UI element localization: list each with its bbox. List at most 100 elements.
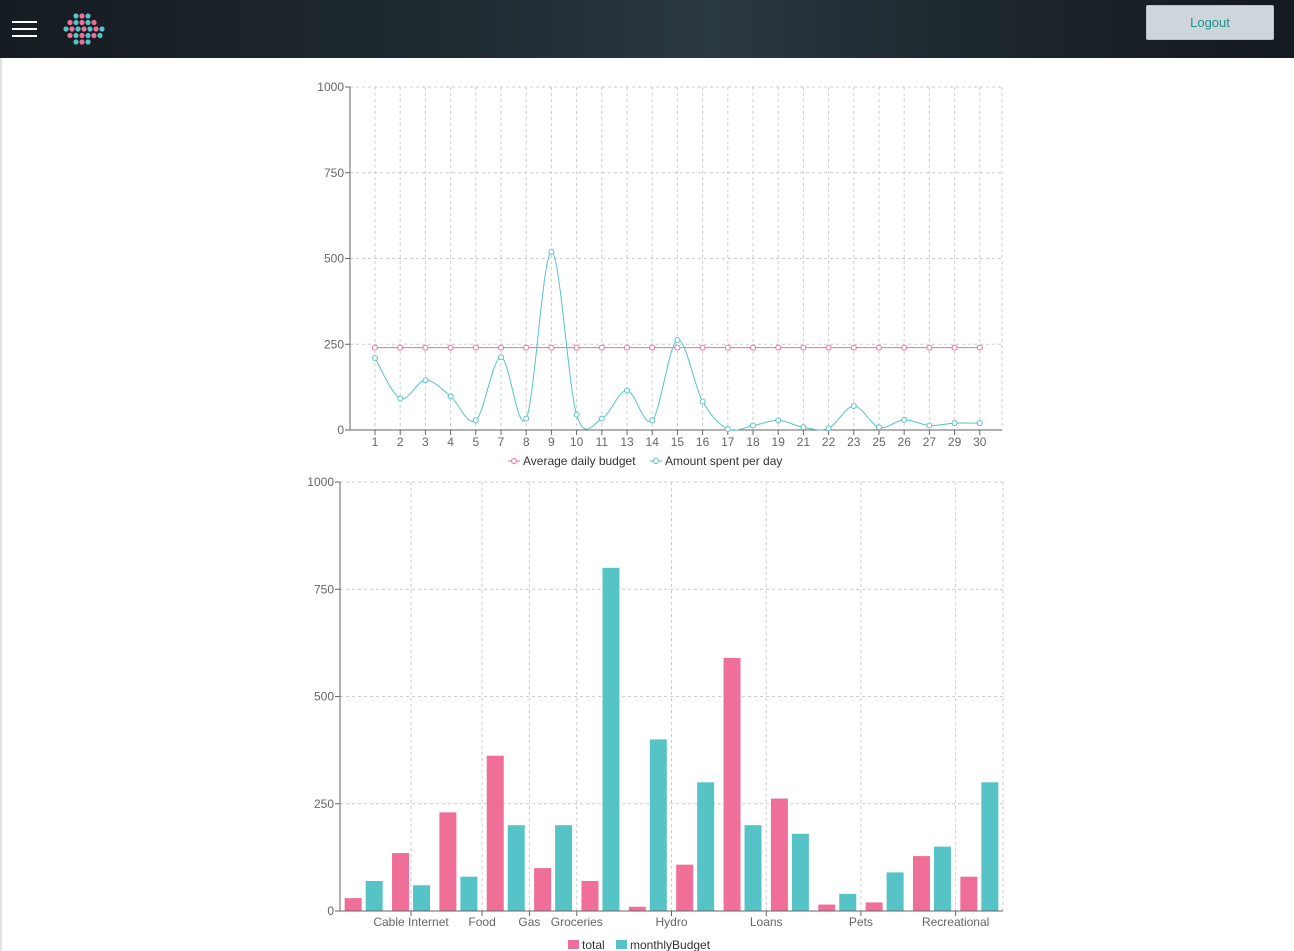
x-tick-label: 2 (397, 435, 404, 449)
data-point (447, 393, 454, 400)
legend-label: total (582, 938, 605, 951)
data-point (901, 344, 908, 351)
data-point (649, 417, 656, 424)
x-tick-label: 18 (746, 435, 760, 449)
y-tick-label: 500 (314, 690, 334, 704)
data-point (976, 420, 983, 427)
data-point (548, 248, 555, 255)
data-point (548, 344, 555, 351)
bar-total (344, 898, 362, 911)
x-tick-label: 25 (872, 435, 886, 449)
data-point (876, 344, 882, 351)
bar-total (534, 868, 552, 911)
data-point (598, 344, 605, 351)
bar-monthlyBudget (602, 567, 620, 911)
bar-total (723, 657, 741, 911)
bar-monthlyBudget (649, 739, 667, 911)
x-tick-label: Hydro (655, 915, 687, 929)
bar-total (770, 798, 788, 911)
data-point (850, 402, 857, 409)
x-tick-label: Food (468, 915, 495, 929)
x-tick-label: 16 (696, 435, 710, 449)
data-point (397, 395, 404, 402)
y-tick-label: 0 (337, 423, 344, 437)
x-tick-label: 19 (772, 435, 786, 449)
data-point (850, 344, 857, 351)
bar-monthlyBudget (933, 846, 951, 911)
x-tick-label: 8 (523, 435, 530, 449)
data-point (926, 344, 933, 351)
x-tick-label: 23 (847, 435, 861, 449)
x-tick-label: 7 (498, 435, 505, 449)
x-tick-label: 29 (948, 435, 962, 449)
data-point (876, 424, 882, 431)
x-tick-label: Pets (849, 915, 873, 929)
data-point (825, 425, 832, 432)
data-point (674, 337, 681, 344)
x-tick-label: 3 (422, 435, 429, 449)
bar-monthlyBudget (744, 825, 762, 911)
bar-total (818, 904, 836, 911)
data-point (649, 344, 656, 351)
data-point (422, 344, 429, 351)
y-tick-label: 750 (324, 166, 344, 180)
x-tick-label: Loans (750, 915, 783, 929)
x-tick-label: 13 (620, 435, 634, 449)
page-edge-shadow (0, 58, 3, 951)
bar-total (439, 812, 457, 911)
x-tick-label: 27 (923, 435, 937, 449)
monthly-budget-bar-chart: 0 250 500 750 1000 Cable Internet Food Gas Groce… (307, 475, 1004, 951)
bar-monthlyBudget (460, 876, 478, 911)
data-point (624, 344, 630, 351)
bar-total (676, 864, 694, 911)
data-point (775, 417, 782, 424)
data-point (926, 422, 933, 429)
legend-swatch (616, 940, 627, 949)
x-tick-label: Cable Internet (373, 915, 449, 929)
series-line-amount-spent (374, 251, 980, 431)
x-tick-label: 1 (372, 435, 379, 449)
data-point (523, 344, 530, 351)
data-point (624, 387, 630, 394)
data-point (901, 416, 908, 423)
y-tick-label: 0 (327, 904, 334, 918)
x-tick-label: 5 (472, 435, 479, 449)
bar-total (628, 906, 646, 911)
logout-button[interactable]: Logout (1146, 5, 1274, 40)
data-point (750, 422, 756, 429)
data-point (951, 344, 958, 351)
bar-total (865, 902, 883, 911)
data-point (825, 344, 832, 351)
data-point (472, 344, 479, 351)
data-point (498, 354, 504, 361)
data-point (699, 344, 706, 351)
legend-label: monthlyBudget (630, 938, 711, 951)
data-point (800, 424, 807, 431)
y-tick-label: 750 (314, 582, 334, 596)
x-tick-label: 10 (570, 435, 584, 449)
data-point (523, 415, 530, 422)
data-point (775, 344, 782, 351)
bar-monthlyBudget (365, 880, 383, 911)
data-point (372, 344, 378, 351)
bar-monthlyBudget (839, 893, 857, 911)
bar-monthlyBudget (791, 833, 809, 911)
dotted-logo-icon[interactable] (62, 12, 106, 46)
hamburger-menu-icon[interactable] (12, 19, 38, 39)
bar-total (581, 880, 599, 911)
x-tick-label: Groceries (551, 915, 603, 929)
bar-total (912, 856, 930, 911)
y-tick-label: 1000 (307, 475, 334, 489)
data-point (397, 344, 404, 351)
data-point (498, 344, 504, 351)
x-tick-label: 26 (898, 435, 912, 449)
data-point (976, 344, 983, 351)
x-tick-label: Gas (518, 915, 540, 929)
bar-monthlyBudget (981, 782, 999, 911)
top-navbar: Logout (0, 0, 1294, 58)
x-tick-label: 11 (596, 435, 609, 449)
data-point (699, 398, 706, 405)
x-tick-label: Recreational (922, 915, 989, 929)
data-point (724, 425, 731, 432)
